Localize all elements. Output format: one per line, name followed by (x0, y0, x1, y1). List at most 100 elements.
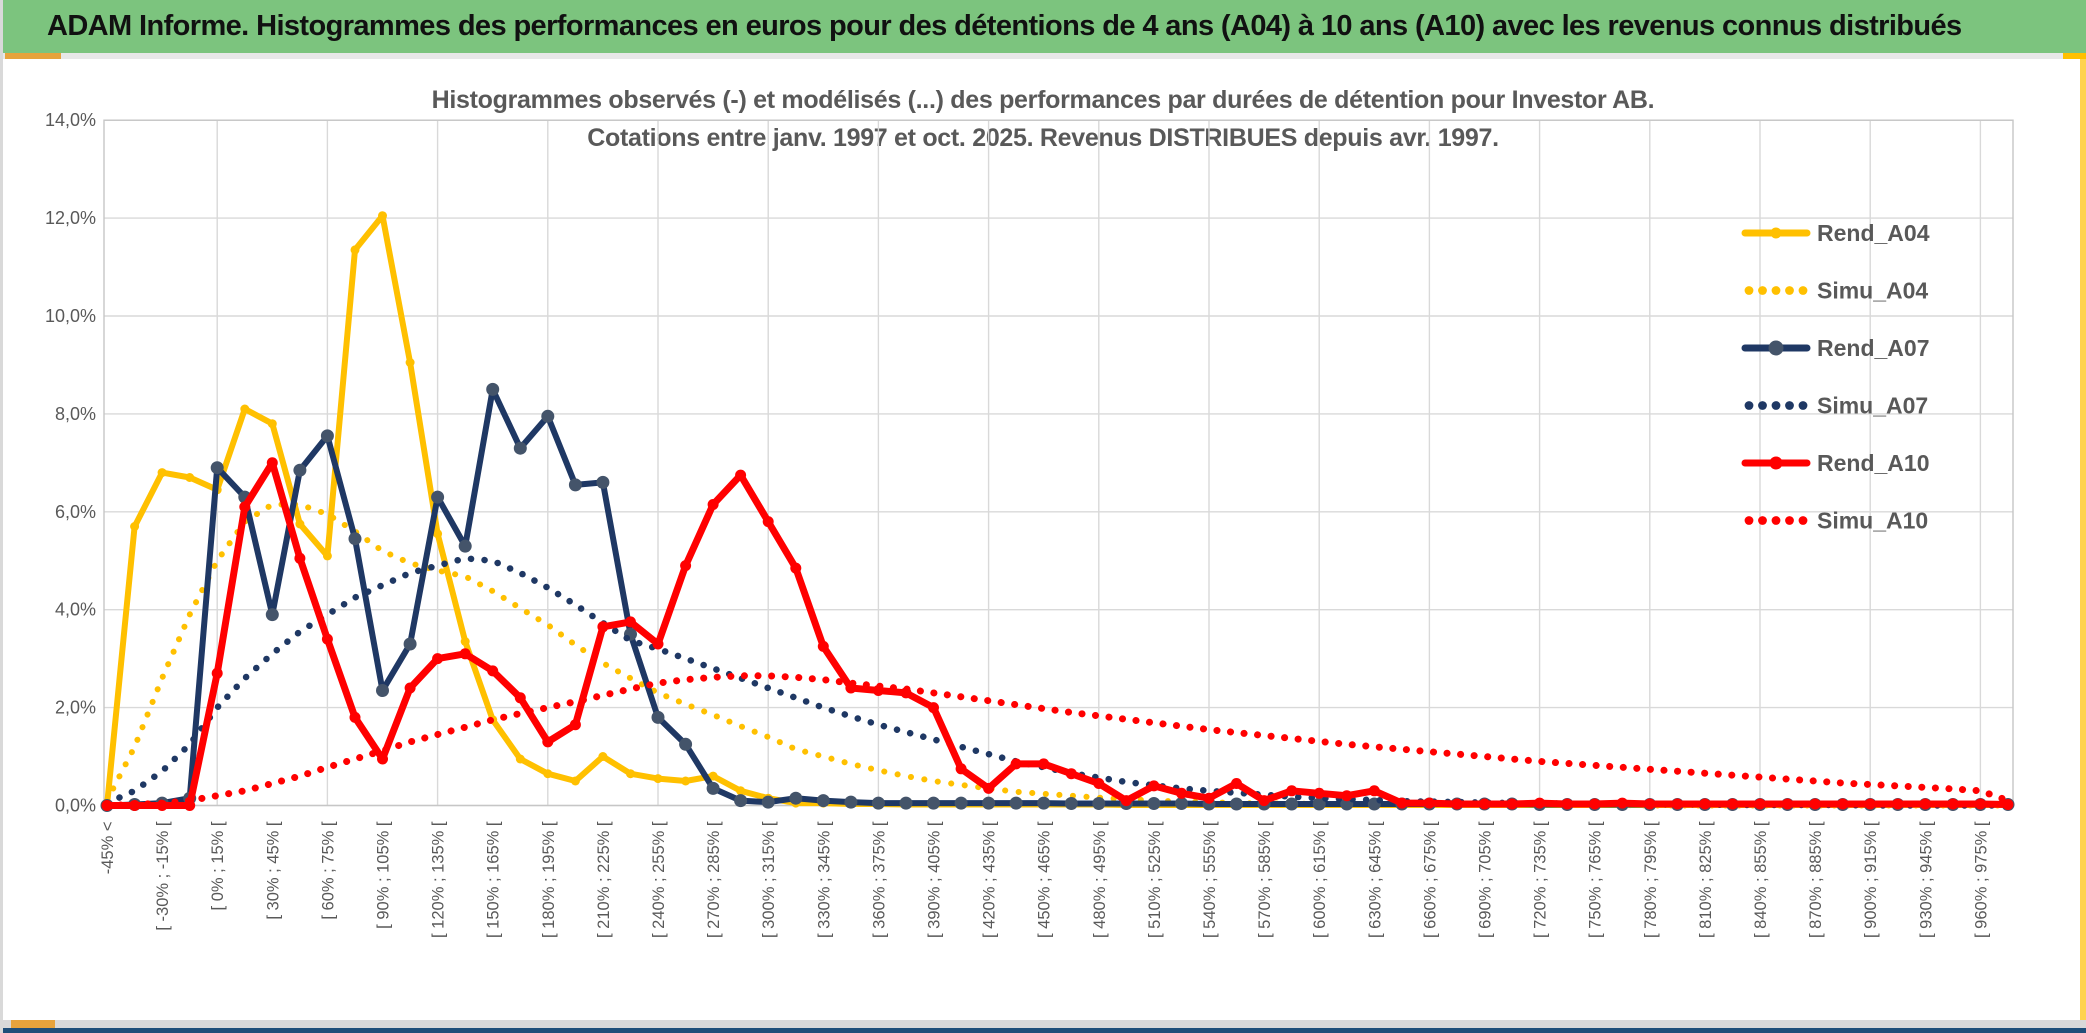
legend-swatch-dot (1785, 401, 1794, 410)
x-axis-label: [ 360% ; 375% [ (870, 821, 888, 938)
marker-Rend_A04 (515, 754, 525, 764)
marker-Rend_A04 (267, 419, 277, 429)
legend-label: Rend_A04 (1817, 220, 1930, 246)
legend-swatch-dot (1744, 516, 1754, 525)
marker-Rend_A07 (513, 441, 527, 455)
marker-Rend_A07 (486, 382, 500, 396)
marker-Rend_A10 (432, 653, 444, 665)
series-Rend_A04 (102, 211, 2013, 810)
marker-Rend_A10 (1258, 795, 1270, 807)
marker-Rend_A04 (185, 473, 195, 482)
marker-Rend_A10 (542, 736, 554, 748)
x-axis-label: [ 690% ; 705% [ (1477, 821, 1495, 938)
marker-Rend_A07 (403, 637, 417, 651)
marker-Rend_A07 (651, 710, 665, 724)
marker-Rend_A04 (626, 769, 635, 779)
legend-swatch-dot (1771, 401, 1781, 410)
x-axis-label: [ 330% ; 345% [ (815, 821, 833, 938)
marker-Rend_A07 (348, 532, 362, 546)
marker-Rend_A10 (321, 633, 333, 645)
bottom-status-strip (3, 1020, 2086, 1028)
marker-Rend_A07 (376, 684, 389, 697)
legend-item-Simu_A10[interactable]: Simu_A10 (1744, 508, 1929, 534)
x-axis-label: [ 660% ; 675% [ (1421, 821, 1439, 938)
marker-Rend_A10 (1341, 790, 1353, 802)
marker-Rend_A10 (790, 562, 802, 574)
legend-swatch-dot (1758, 401, 1767, 410)
marker-Rend_A10 (294, 552, 306, 564)
x-axis-label: -45% < (99, 822, 117, 875)
marker-Rend_A07 (1147, 797, 1161, 810)
marker-Rend_A07 (789, 791, 803, 805)
marker-Rend_A07 (1037, 796, 1051, 810)
x-axis-label: [ 540% ; 555% [ (1201, 821, 1219, 938)
header-underline (3, 53, 2086, 59)
x-axis-label: [ 420% ; 435% [ (981, 821, 999, 938)
legend-swatch-dot (1798, 516, 1808, 525)
chart-title-line2: Cotations entre janv. 1997 et oct. 2025.… (587, 124, 1499, 152)
x-axis-label: [ 120% ; 135% [ (430, 821, 448, 938)
marker-Rend_A07 (734, 794, 748, 808)
x-axis-label: [ 840% ; 855% [ (1752, 821, 1770, 938)
marker-Rend_A07 (596, 475, 610, 489)
marker-Rend_A10 (1093, 778, 1105, 789)
x-axis-label: [ 0% ; 15% [ (209, 821, 227, 910)
marker-Rend_A10 (211, 667, 223, 679)
marker-Rend_A07 (431, 490, 445, 504)
series-Simu_A04 (104, 501, 2011, 809)
marker-Rend_A10 (1671, 798, 1683, 810)
marker-Rend_A10 (1479, 798, 1490, 810)
series-line-Rend_A10 (107, 459, 2009, 809)
window-title-bar: ADAM Informe. Histogrammes des performan… (3, 0, 2086, 53)
marker-Rend_A04 (240, 404, 250, 414)
x-axis-label: [ 240% ; 255% [ (650, 821, 668, 938)
marker-Rend_A10 (1644, 798, 1656, 810)
marker-Rend_A10 (1506, 798, 1518, 810)
legend-item-Rend_A07[interactable]: Rend_A07 (1741, 335, 1929, 361)
legend-item-Simu_A07[interactable]: Simu_A07 (1744, 393, 1929, 419)
marker-Rend_A04 (653, 774, 663, 784)
legend-label: Simu_A07 (1817, 393, 1928, 419)
legend-swatch-dot (1798, 286, 1808, 295)
marker-Rend_A07 (871, 796, 885, 810)
marker-Rend_A10 (1451, 798, 1463, 810)
marker-Rend_A04 (295, 519, 305, 529)
marker-Rend_A07 (1009, 796, 1023, 810)
marker-Rend_A10 (514, 692, 526, 704)
x-axis-label: [ 780% ; 795% [ (1642, 821, 1660, 938)
y-axis-label: 2,0% (55, 698, 96, 718)
legend-swatch-dot (1744, 401, 1754, 410)
marker-Rend_A04 (570, 776, 580, 786)
marker-Rend_A07 (816, 794, 830, 808)
marker-Rend_A10 (928, 702, 939, 714)
marker-Rend_A10 (1423, 797, 1435, 809)
marker-Rend_A10 (1203, 792, 1215, 804)
legend-swatch-dot (1758, 516, 1767, 525)
legend-item-Rend_A04[interactable]: Rend_A04 (1741, 220, 1930, 246)
marker-Rend_A10 (239, 501, 251, 513)
legend-item-Rend_A10[interactable]: Rend_A10 (1741, 450, 1929, 476)
x-axis-label: [ 810% ; 825% [ (1697, 821, 1715, 938)
marker-Rend_A07 (1230, 797, 1243, 811)
legend-label: Rend_A07 (1817, 335, 1929, 361)
marker-Rend_A10 (1231, 778, 1242, 789)
marker-Rend_A10 (1176, 787, 1187, 799)
legend-item-Simu_A04[interactable]: Simu_A04 (1744, 278, 1929, 304)
marker-Rend_A10 (652, 638, 664, 650)
plot-border (103, 119, 2014, 807)
marker-Rend_A10 (1974, 798, 1986, 810)
marker-Rend_A10 (1396, 797, 1408, 809)
marker-Rend_A10 (1864, 798, 1876, 810)
x-axis-label: [ 390% ; 405% [ (926, 821, 944, 938)
legend-swatch-marker (1770, 227, 1782, 239)
series-line-Rend_A04 (104, 212, 2008, 808)
marker-Rend_A07 (1285, 797, 1299, 811)
marker-Rend_A10 (1368, 785, 1380, 797)
x-axis-label: [ 150% ; 165% [ (485, 821, 503, 938)
y-axis-label: 10,0% (45, 306, 96, 326)
y-axis-label: 0,0% (55, 796, 96, 816)
marker-Rend_A10 (349, 711, 361, 723)
marker-Rend_A10 (1120, 795, 1132, 807)
marker-Rend_A10 (1148, 780, 1160, 792)
